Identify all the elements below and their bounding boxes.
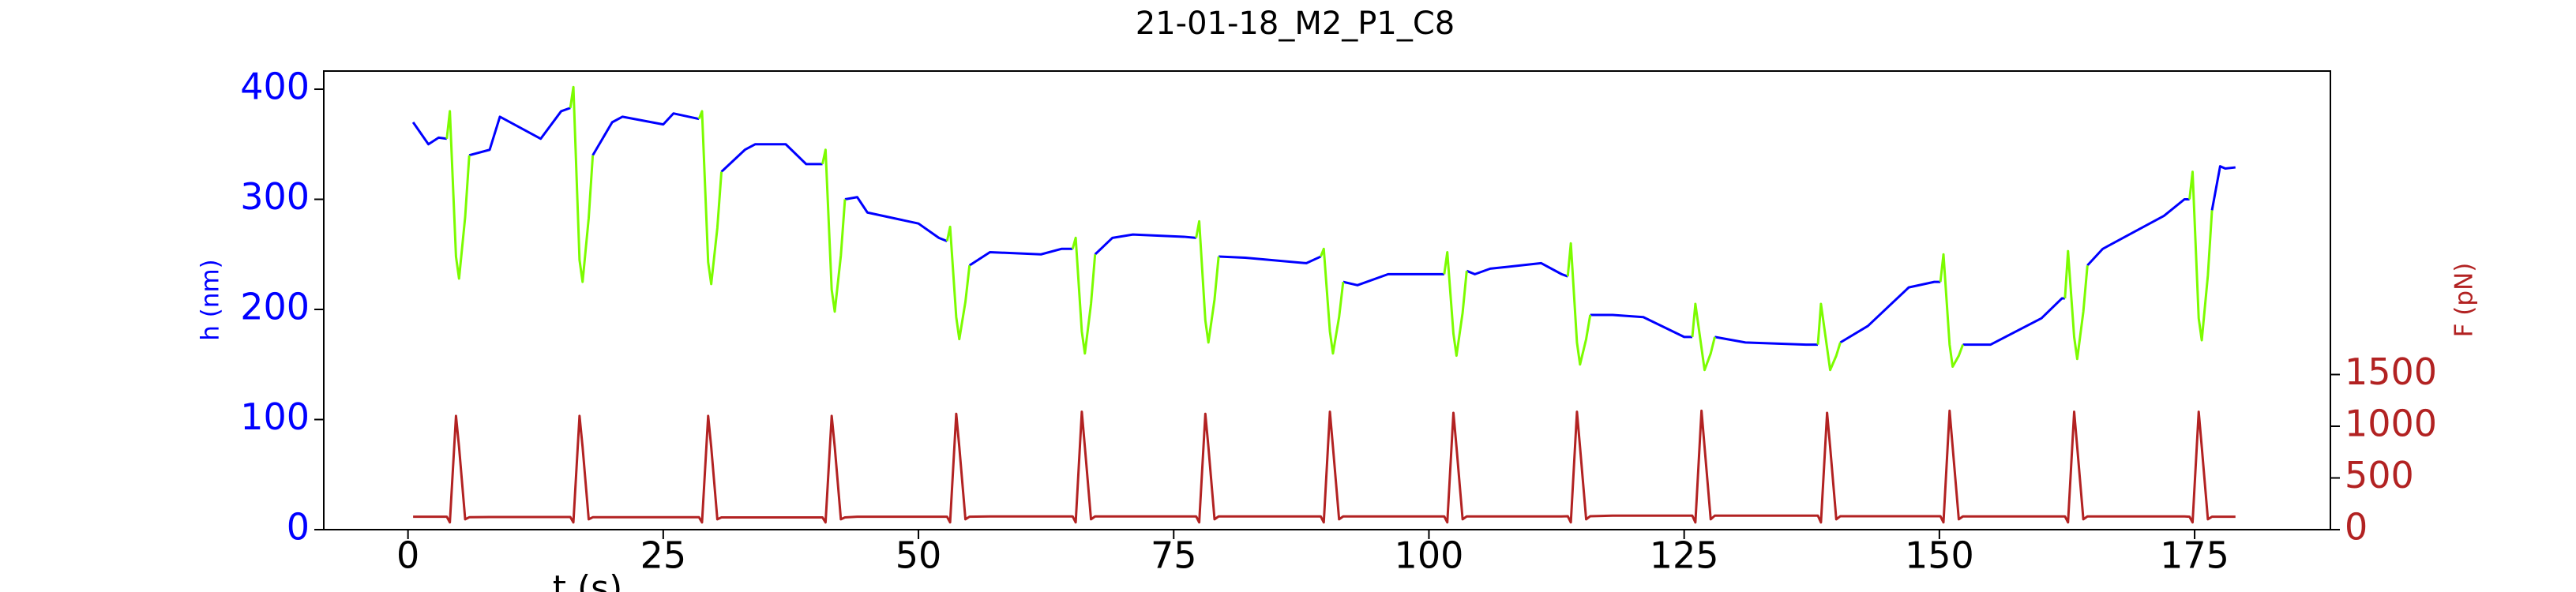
x-tick-label: 150 (1905, 534, 1974, 577)
data-line (1094, 233, 1196, 256)
data-line (2086, 198, 2190, 267)
data-line (411, 122, 447, 146)
y-tick-label: 200 (240, 286, 310, 328)
y-tick-label: 100 (240, 395, 310, 438)
data-line (2188, 170, 2214, 342)
x-tick-label: 0 (396, 534, 419, 577)
data-line (1590, 313, 1692, 339)
x-tick-label: 125 (1650, 534, 1719, 577)
data-line (1691, 302, 1716, 372)
data-line (720, 143, 823, 173)
y-axis-label: h (nm) (197, 259, 225, 341)
plot-frame (323, 70, 2331, 530)
y2-axis-label: F (pN) (2450, 263, 2479, 338)
data-line (1342, 272, 1444, 287)
chart-title: 21-01-18_M2_P1_C8 (1136, 6, 1455, 42)
data-line (697, 110, 723, 286)
data-line (1714, 335, 1819, 347)
data-line (1962, 297, 2065, 347)
data-line (468, 107, 571, 157)
y2-tick-label: 1500 (2345, 350, 2437, 393)
data-line (413, 409, 2236, 524)
data-line (1939, 253, 1964, 369)
y2-tick-label: 0 (2345, 506, 2368, 549)
data-line (1816, 302, 1842, 372)
x-axis-label: t (s) (553, 568, 623, 592)
data-line (591, 112, 700, 156)
data-line (1195, 219, 1220, 344)
data-line (2210, 165, 2236, 211)
y-tick-label: 0 (287, 506, 310, 549)
y2-tick-label: 1000 (2345, 402, 2437, 444)
x-tick-label: 75 (1151, 534, 1197, 577)
x-tick-label: 50 (896, 534, 942, 577)
data-line (1320, 247, 1345, 355)
data-line (2063, 249, 2089, 361)
data-line (445, 110, 471, 280)
data-line (1071, 236, 1097, 355)
data-line (1839, 280, 1941, 344)
x-tick-label: 25 (640, 534, 687, 577)
data-line (1219, 255, 1322, 264)
x-tick-label: 100 (1395, 534, 1464, 577)
x-tick-label: 175 (2160, 534, 2229, 577)
data-line (1443, 250, 1468, 358)
data-line (945, 225, 971, 341)
y-tick-label: 400 (240, 66, 310, 108)
y-tick-label: 300 (240, 175, 310, 218)
data-line (1466, 261, 1568, 278)
data-line (844, 196, 948, 242)
y2-tick-label: 500 (2345, 454, 2414, 496)
data-line (821, 148, 847, 313)
data-line (968, 247, 1073, 267)
data-line (569, 85, 595, 283)
data-line (1566, 242, 1592, 366)
